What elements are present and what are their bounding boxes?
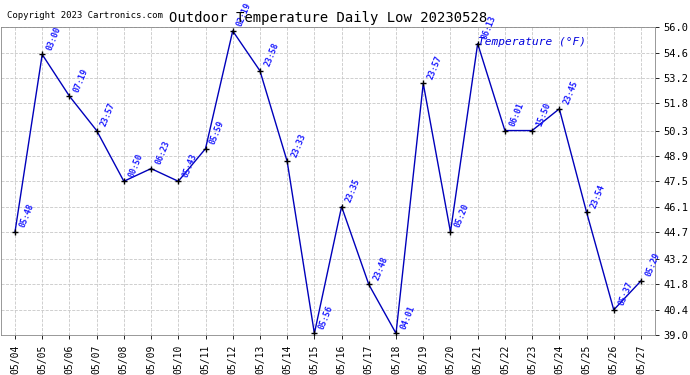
Text: 05:29: 05:29 — [644, 252, 662, 278]
Text: 23:54: 23:54 — [589, 183, 607, 209]
Text: 02:19: 02:19 — [235, 2, 253, 28]
Text: 23:45: 23:45 — [562, 80, 580, 106]
Text: 04:01: 04:01 — [399, 304, 417, 331]
Text: 05:20: 05:20 — [453, 202, 471, 229]
Title: Outdoor Temperature Daily Low 20230528: Outdoor Temperature Daily Low 20230528 — [169, 11, 487, 25]
Text: 23:35: 23:35 — [344, 177, 362, 204]
Text: 06:13: 06:13 — [480, 14, 498, 41]
Text: 00:50: 00:50 — [127, 152, 144, 178]
Text: 05:43: 05:43 — [181, 152, 199, 178]
Text: 05:48: 05:48 — [18, 202, 35, 229]
Text: 23:33: 23:33 — [290, 132, 308, 159]
Text: 23:48: 23:48 — [372, 255, 389, 282]
Text: 06:01: 06:01 — [508, 101, 525, 128]
Text: Temperature (°F): Temperature (°F) — [478, 36, 586, 46]
Text: 23:58: 23:58 — [263, 42, 280, 68]
Text: Copyright 2023 Cartronics.com: Copyright 2023 Cartronics.com — [7, 11, 163, 20]
Text: 05:59: 05:59 — [208, 119, 226, 146]
Text: 15:50: 15:50 — [535, 101, 553, 128]
Text: 05:37: 05:37 — [617, 280, 634, 307]
Text: 23:57: 23:57 — [99, 101, 117, 128]
Text: 05:56: 05:56 — [317, 304, 335, 331]
Text: 23:57: 23:57 — [426, 54, 444, 81]
Text: 06:23: 06:23 — [154, 139, 172, 166]
Text: 07:19: 07:19 — [72, 67, 90, 93]
Text: 03:00: 03:00 — [45, 25, 63, 52]
